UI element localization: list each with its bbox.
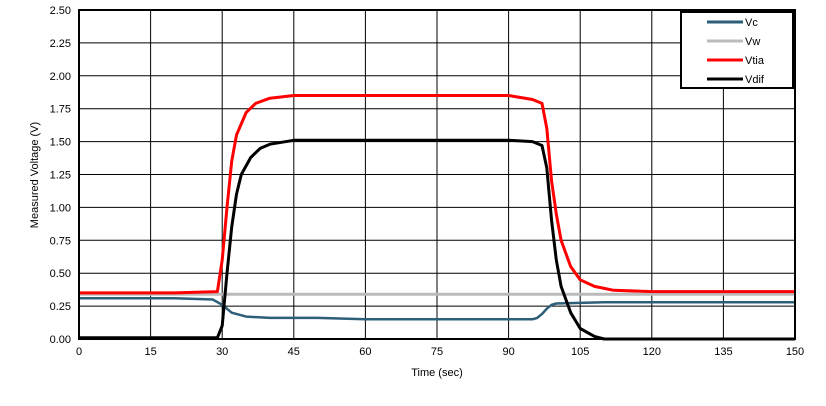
plot-frame [78,9,796,340]
x-tick-label: 45 [288,346,300,358]
x-tick-label: 60 [359,346,371,358]
x-tick-label: 105 [571,346,589,358]
y-tick-label: 1.50 [50,137,71,149]
y-tick-label: 1.75 [50,104,71,116]
legend-label-vdif: Vdif [745,74,765,86]
x-tick-label: 15 [144,346,156,358]
series-line-vdif [79,138,795,341]
series-line-vc [79,296,795,321]
series-lines [79,94,795,341]
x-tick-label: 75 [431,346,443,358]
y-tick-label: 0.75 [50,235,71,247]
x-tick-label: 90 [502,346,514,358]
legend: Vc Vw Vtia Vdif [680,11,794,89]
legend-label-vw: Vw [745,36,760,48]
y-tick-label: 2.25 [50,38,71,50]
y-axis-label: Measured Voltage (V) [29,122,41,228]
y-tick-label: 1.00 [50,202,71,214]
x-tick-label: 150 [786,346,804,358]
legend-label-vc: Vc [745,17,758,29]
x-axis-label: Time (sec) [411,367,463,379]
series-line-vtia [79,94,795,295]
tick-labels: 0 15 30 45 60 75 90 105 120 135 150 0.00 0.25 0.50 0.7… [50,5,805,358]
legend-label-vtia: Vtia [745,55,765,67]
x-tick-label: 0 [76,346,82,358]
y-tick-label: 0.25 [50,301,71,313]
y-tick-label: 2.00 [50,71,71,83]
x-tick-label: 120 [643,346,661,358]
x-tick-label: 135 [714,346,732,358]
y-tick-label: 0.50 [50,268,71,280]
y-tick-label: 2.50 [50,5,71,17]
y-tick-label: 0.00 [50,334,71,346]
x-tick-label: 30 [216,346,228,358]
y-tick-label: 1.25 [50,170,71,182]
